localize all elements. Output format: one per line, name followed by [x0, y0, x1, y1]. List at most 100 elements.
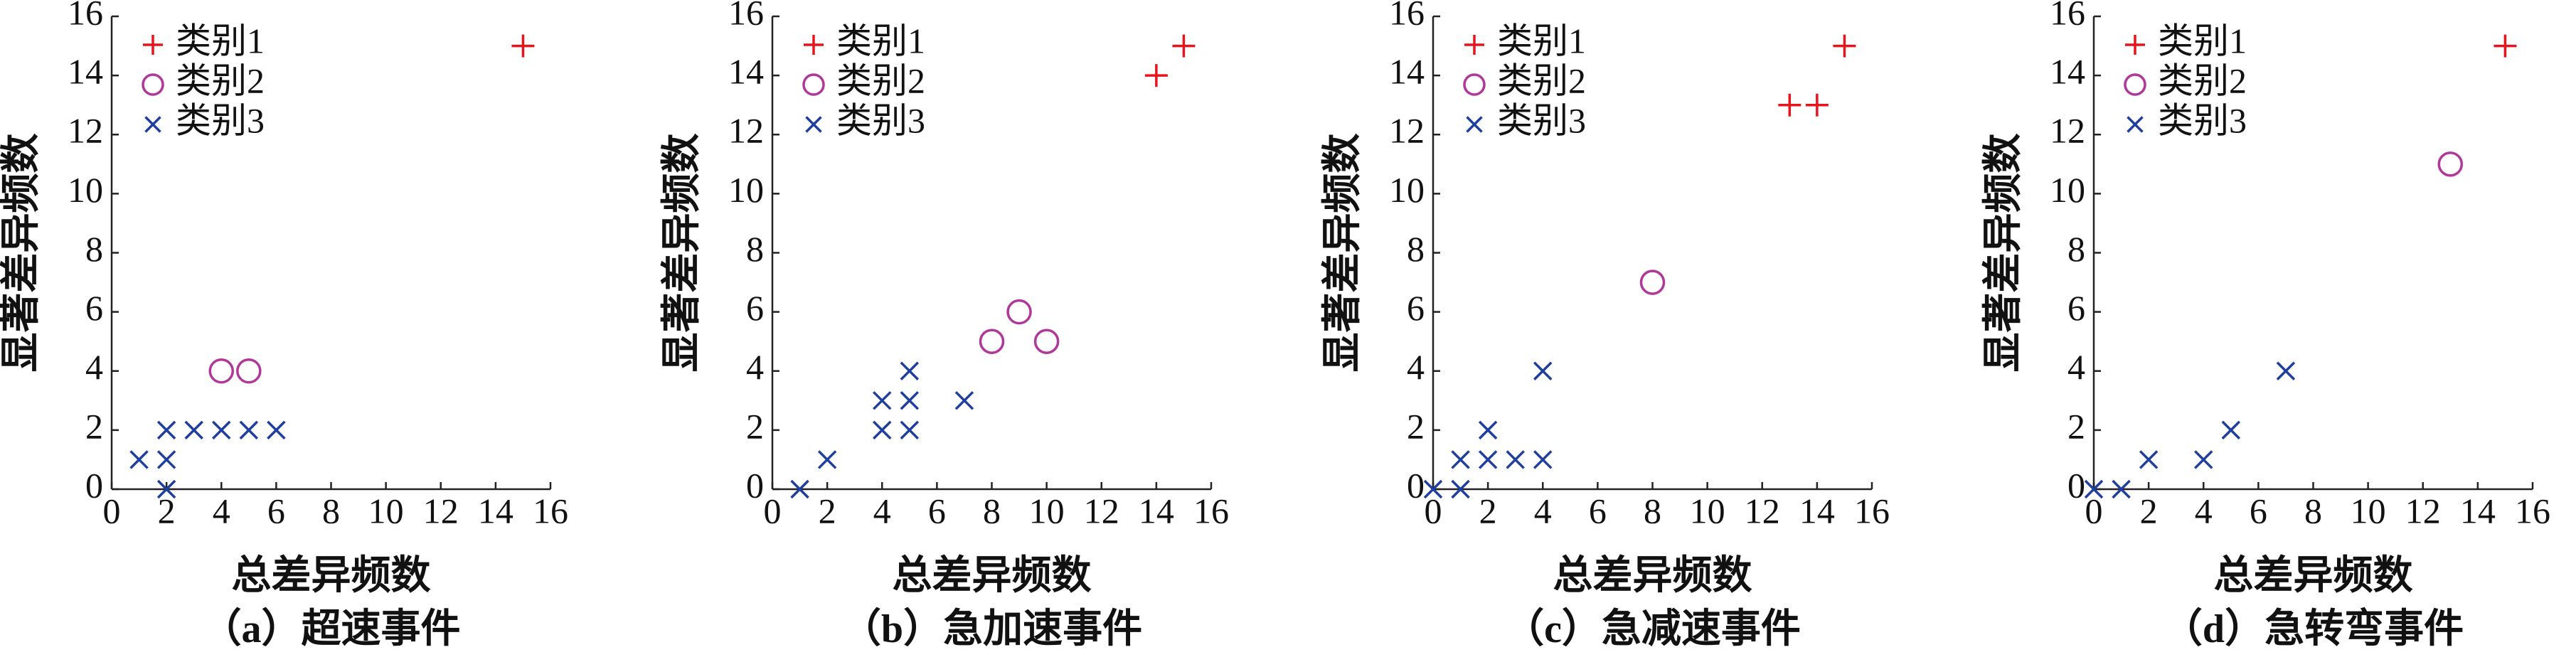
- y-tick-label: 10: [1389, 170, 1425, 210]
- x-tick-label: 6: [2250, 491, 2267, 530]
- y-tick-label: 4: [1407, 347, 1425, 387]
- marker-circle: [2437, 151, 2464, 177]
- marker-x: [873, 420, 892, 440]
- legend-label: 类别1: [2158, 21, 2247, 60]
- marker-circle: [1033, 328, 1060, 354]
- marker-circle: [802, 73, 825, 96]
- y-tick-label: 0: [2067, 465, 2085, 505]
- x-tick-label: 12: [1745, 491, 1780, 530]
- marker-x: [1451, 450, 1470, 469]
- x-axis-label: 总差异频数: [893, 554, 1092, 598]
- marker-plus: [2493, 34, 2517, 58]
- x-tick-label: 10: [368, 491, 404, 530]
- marker-x: [2194, 450, 2213, 469]
- marker-x: [144, 116, 161, 133]
- x-tick-label: 4: [1534, 491, 1552, 530]
- marker-x: [900, 420, 920, 440]
- legend-label: 类别2: [2158, 60, 2247, 100]
- marker-x: [239, 420, 259, 440]
- marker-plus: [2125, 35, 2145, 55]
- y-axis-label: 显著差异频数: [1321, 134, 1365, 373]
- x-tick-label: 16: [1193, 491, 1229, 530]
- legend-label: 类别1: [836, 21, 925, 60]
- marker-x: [873, 391, 892, 410]
- caption: （c）急减速事件: [1504, 607, 1801, 651]
- caption: （b）急加速事件: [841, 607, 1142, 651]
- x-tick-label: 2: [2140, 491, 2158, 530]
- marker-circle: [236, 358, 262, 384]
- y-tick-label: 14: [1389, 52, 1425, 92]
- y-tick-label: 8: [2067, 229, 2085, 269]
- x-tick-label: 16: [2515, 491, 2550, 530]
- y-axis-label: 显著差异频数: [1981, 134, 2026, 373]
- y-tick-label: 8: [1407, 229, 1425, 269]
- marker-x: [900, 391, 920, 410]
- marker-circle: [142, 73, 164, 96]
- y-tick-label: 0: [85, 465, 103, 505]
- x-axis-label: 总差异频数: [1553, 554, 1752, 598]
- y-tick-label: 16: [2050, 0, 2085, 32]
- y-tick-label: 10: [2050, 170, 2085, 210]
- marker-x: [1533, 450, 1553, 469]
- x-tick-label: 6: [267, 491, 285, 530]
- legend-label: 类别3: [176, 100, 265, 140]
- legend-label: 类别3: [836, 100, 925, 140]
- x-tick-label: 6: [928, 491, 946, 530]
- y-tick-label: 0: [746, 465, 764, 505]
- y-tick-label: 10: [68, 170, 103, 210]
- marker-x: [156, 420, 176, 440]
- y-tick-label: 2: [746, 406, 764, 446]
- y-tick-label: 2: [1407, 406, 1425, 446]
- y-tick-label: 12: [68, 111, 103, 151]
- x-tick-label: 10: [2351, 491, 2386, 530]
- x-tick-label: 0: [103, 491, 121, 530]
- x-tick-label: 16: [1854, 491, 1890, 530]
- marker-x: [156, 450, 176, 469]
- x-tick-label: 12: [2405, 491, 2441, 530]
- marker-circle: [2124, 73, 2146, 96]
- marker-plus: [1833, 34, 1856, 58]
- x-tick-label: 16: [533, 491, 568, 530]
- marker-x: [184, 420, 203, 440]
- y-tick-label: 4: [2067, 347, 2085, 387]
- y-tick-label: 14: [68, 52, 103, 92]
- x-tick-label: 2: [158, 491, 176, 530]
- marker-plus: [143, 35, 163, 55]
- marker-plus: [1172, 34, 1196, 58]
- marker-x: [2221, 420, 2241, 440]
- x-tick-label: 4: [213, 491, 230, 530]
- y-tick-label: 10: [728, 170, 764, 210]
- marker-circle: [1463, 73, 1486, 96]
- y-tick-label: 14: [728, 52, 764, 92]
- legend-label: 类别2: [176, 60, 265, 100]
- x-tick-label: 0: [764, 491, 782, 530]
- y-axis-label: 显著差异频数: [660, 134, 704, 373]
- x-tick-label: 10: [1029, 491, 1065, 530]
- caption: （d）急转弯事件: [2163, 607, 2464, 651]
- y-tick-label: 12: [728, 111, 764, 151]
- marker-x: [790, 479, 809, 499]
- marker-x: [954, 391, 974, 410]
- marker-plus: [804, 35, 824, 55]
- y-tick-label: 16: [728, 0, 764, 32]
- marker-x: [1423, 479, 1443, 499]
- y-tick-label: 0: [1407, 465, 1425, 505]
- marker-plus: [511, 34, 535, 58]
- marker-x: [267, 420, 286, 440]
- marker-x: [2127, 116, 2144, 133]
- y-tick-label: 6: [1407, 288, 1425, 328]
- y-tick-label: 8: [85, 229, 103, 269]
- legend-label: 类别3: [1497, 100, 1586, 140]
- x-tick-label: 6: [1589, 491, 1607, 530]
- marker-plus: [1805, 93, 1829, 117]
- marker-x: [900, 361, 920, 380]
- marker-circle: [1639, 269, 1666, 295]
- x-tick-label: 8: [2304, 491, 2322, 530]
- caption: （a）超速事件: [202, 607, 461, 651]
- marker-plus: [1464, 35, 1484, 55]
- marker-x: [817, 450, 837, 469]
- legend-label: 类别1: [1497, 21, 1586, 60]
- marker-plus: [1778, 93, 1801, 117]
- marker-x: [212, 420, 231, 440]
